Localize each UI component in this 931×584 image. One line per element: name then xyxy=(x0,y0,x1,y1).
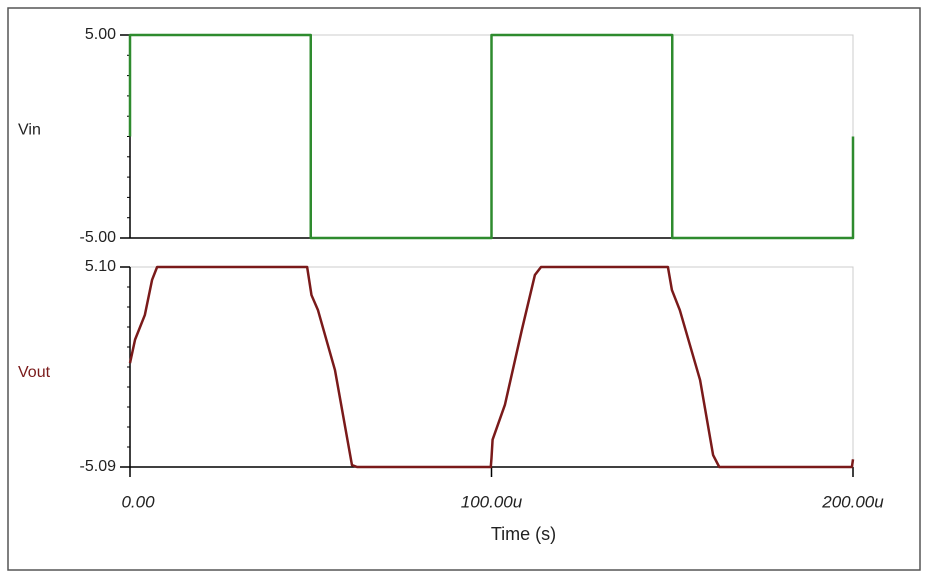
plot-area xyxy=(129,266,854,468)
y-tick-label: 5.10 xyxy=(85,258,116,275)
frame xyxy=(7,7,921,571)
signal-line xyxy=(128,33,855,240)
y-axis-label: Vin xyxy=(18,122,41,139)
y-axis-label: Vout xyxy=(18,364,51,381)
y-tick-label: 5.00 xyxy=(85,26,116,43)
x-tick-label: 100.00u xyxy=(461,492,523,511)
y-tick-label: -5.00 xyxy=(80,229,117,246)
signal-line xyxy=(128,265,855,469)
x-axis-label: Time (s) xyxy=(491,524,556,544)
y-tick-label: -5.09 xyxy=(80,458,117,475)
x-tick-label: 0.00 xyxy=(121,492,155,511)
x-tick-label: 200.00u xyxy=(821,492,884,511)
